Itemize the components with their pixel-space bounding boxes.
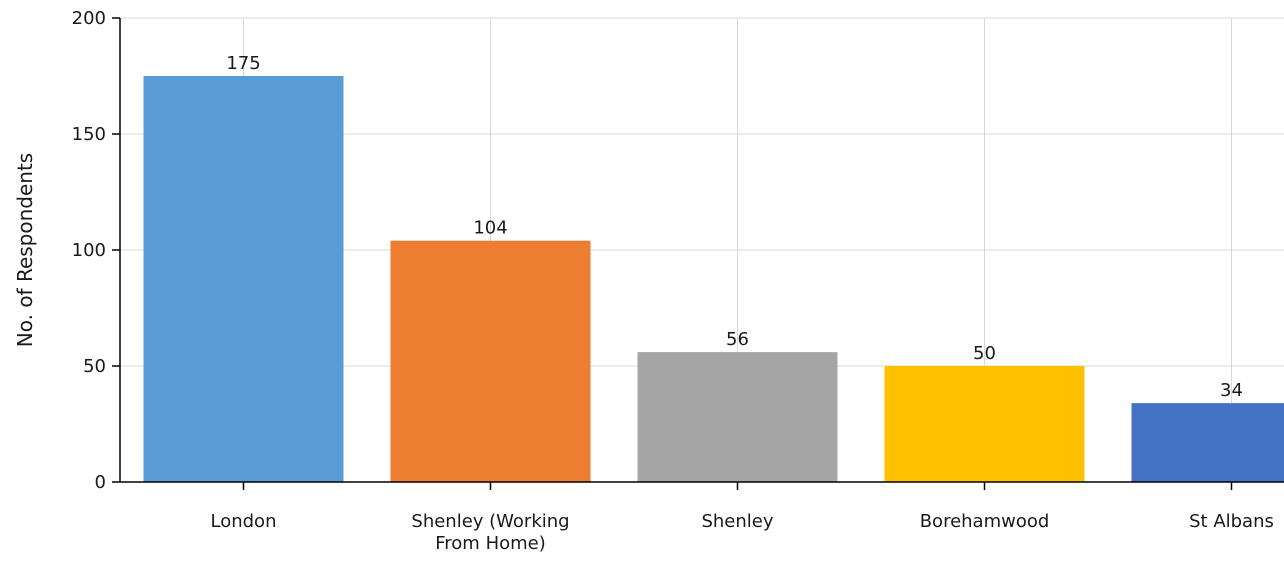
y-tick-label: 0: [95, 472, 106, 493]
x-tick-label: London: [211, 511, 277, 532]
data-label: 50: [973, 343, 996, 364]
data-label: 56: [726, 329, 749, 350]
bars: [144, 76, 1284, 482]
x-tick-label: Shenley: [701, 511, 773, 532]
bar: [638, 352, 838, 482]
data-label: 34: [1220, 380, 1243, 401]
y-tick-label: 50: [83, 356, 106, 377]
y-axis-title: No. of Respondents: [13, 153, 37, 347]
bar: [1132, 403, 1284, 482]
bar: [144, 76, 344, 482]
y-tick-label: 100: [72, 240, 106, 261]
data-label: 175: [226, 53, 260, 74]
data-label: 104: [473, 218, 507, 239]
y-tick-label: 200: [72, 8, 106, 29]
bar: [885, 366, 1085, 482]
y-tick-label: 150: [72, 124, 106, 145]
x-tick-label: St Albans: [1189, 511, 1274, 532]
x-tick-label: Borehamwood: [920, 511, 1050, 532]
bar: [391, 241, 591, 482]
